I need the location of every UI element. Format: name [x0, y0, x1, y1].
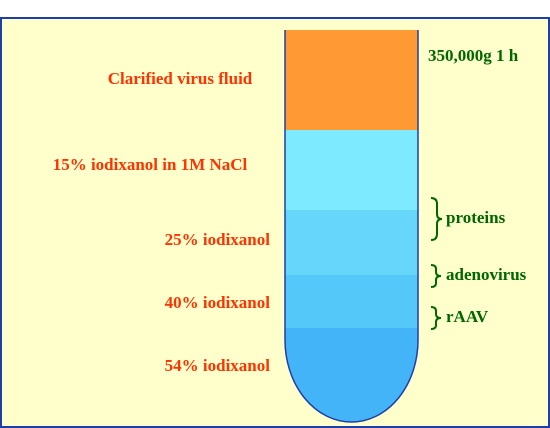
tube	[285, 30, 418, 422]
run-condition: 350,000g 1 h	[428, 46, 519, 65]
band-label: rAAV	[446, 307, 489, 326]
layer-label: 25% iodixanol	[165, 230, 271, 249]
tube-layer	[285, 130, 418, 210]
band-label: adenovirus	[446, 265, 527, 284]
tube-layer	[285, 275, 418, 328]
layer-label: 54% iodixanol	[165, 356, 271, 375]
band-label: proteins	[446, 208, 506, 227]
layer-label: 40% iodixanol	[165, 293, 271, 312]
tube-layer	[285, 30, 418, 130]
layer-label: Clarified virus fluid	[108, 69, 253, 88]
layer-label: 15% iodixanol in 1M NaCl	[53, 155, 248, 174]
diagram: Clarified virus fluid 15% iodixanol in 1…	[0, 0, 550, 428]
tube-layer	[285, 210, 418, 275]
page: {"run_condition": "350,000g 1 h", "layer…	[0, 0, 550, 428]
